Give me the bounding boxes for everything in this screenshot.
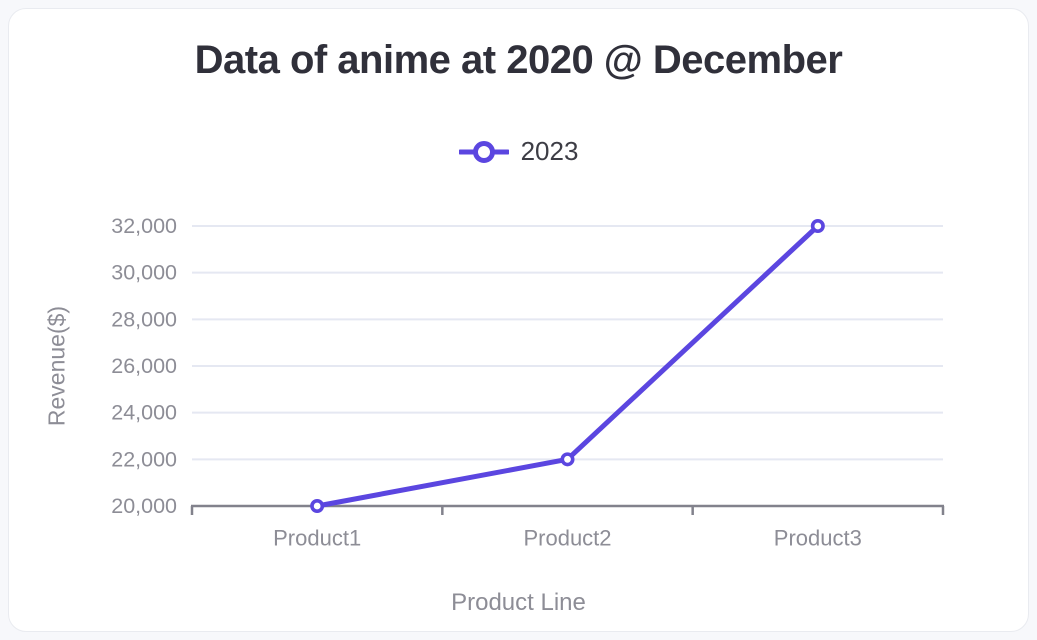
legend-label: 2023 — [520, 136, 579, 166]
x-category-label: Product2 — [523, 526, 611, 551]
data-point-marker[interactable] — [810, 219, 825, 234]
y-tick-label: 20,000 — [111, 494, 177, 518]
y-tick-label: 32,000 — [111, 214, 177, 238]
y-tick-label: 22,000 — [111, 447, 177, 471]
data-point-marker[interactable] — [560, 452, 575, 467]
y-tick-label: 30,000 — [111, 261, 177, 285]
legend-item-2023[interactable]: 2023 — [0, 136, 1037, 167]
x-category-label: Product1 — [273, 526, 361, 551]
y-tick-label: 28,000 — [111, 307, 177, 331]
y-axis-title: Revenue($) — [43, 305, 70, 427]
x-axis-title: Product Line — [451, 589, 586, 616]
y-tick-label: 26,000 — [111, 354, 177, 378]
chart-title: Data of anime at 2020 @ December — [194, 38, 843, 82]
y-tick-label: 24,000 — [111, 401, 177, 425]
legend-line-marker-icon — [458, 140, 509, 163]
data-point-marker[interactable] — [310, 498, 325, 513]
x-category-label: Product3 — [774, 526, 862, 551]
